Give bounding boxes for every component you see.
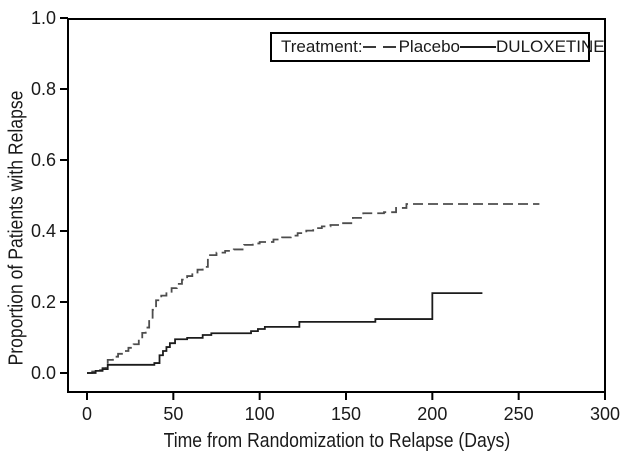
x-tick-label: 50 xyxy=(163,404,183,424)
y-axis-title-text: Proportion of Patients with Relapse xyxy=(5,90,28,366)
x-tick-label: 100 xyxy=(245,404,275,424)
placebo-curve xyxy=(87,203,540,374)
duloxetine-curve xyxy=(87,292,483,374)
plot-frame xyxy=(67,18,606,393)
placebo-dashed-line-sample xyxy=(362,46,399,48)
x-tick-label: 250 xyxy=(504,404,534,424)
y-axis-title: Proportion of Patients with Relapse xyxy=(6,72,29,384)
y-tick-label: 0.8 xyxy=(31,79,56,99)
legend-label-placebo: Placebo xyxy=(398,37,461,56)
legend-prefix-label: Treatment: xyxy=(281,37,363,56)
y-tick-label: 0.2 xyxy=(31,292,56,312)
x-axis-title-text: Time from Randomization to Relapse (Days… xyxy=(163,430,510,452)
x-tick-label: 0 xyxy=(82,404,92,424)
legend-label-duloxetine: DULOXETINE xyxy=(496,37,605,56)
duloxetine-solid-line-sample xyxy=(460,46,497,48)
x-tick-label: 150 xyxy=(331,404,361,424)
y-tick-label: 0.6 xyxy=(31,150,56,170)
legend-box: Treatment: Placebo DULOXETINE xyxy=(270,32,605,62)
x-axis-title: Time from Randomization to Relapse (Days… xyxy=(68,430,605,453)
y-tick-label: 0.4 xyxy=(31,221,56,241)
x-tick-label: 200 xyxy=(417,404,447,424)
y-tick-label: 0.0 xyxy=(31,363,56,383)
x-tick-label: 300 xyxy=(590,404,620,424)
y-tick-label: 1.0 xyxy=(31,8,56,28)
